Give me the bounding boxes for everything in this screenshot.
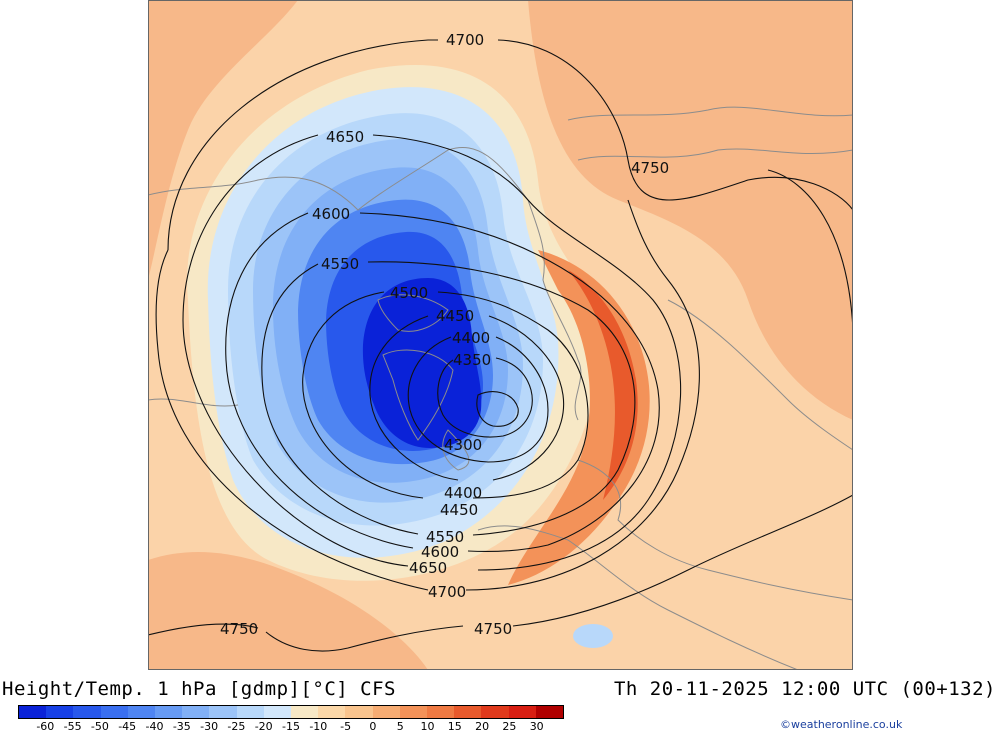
colorbar-tick-label: -35 xyxy=(172,720,191,733)
colorbar-tick-label: 0 xyxy=(369,720,377,733)
colorbar-swatch xyxy=(182,706,210,718)
credit-text: ©weatheronline.co.uk xyxy=(780,718,903,731)
colorbar-labels: -60 -55 -50 -45 -40 -35 -30 -25 -20 -15 -10 -5 0 5 10 1… xyxy=(18,720,564,733)
colorbar-tick-label: -60 xyxy=(36,720,55,733)
colorbar-swatch xyxy=(454,706,482,718)
contour-label-4450: 4450 xyxy=(436,307,474,325)
colorbar-swatch xyxy=(508,706,536,718)
contour-label-4700-top: 4700 xyxy=(446,31,484,49)
contour-label-4650-south: 4650 xyxy=(409,559,447,577)
contour-label-4550: 4550 xyxy=(321,255,359,273)
temp-field-orange-sw xyxy=(148,551,428,670)
contour-label-4500: 4500 xyxy=(390,284,428,302)
colorbar-swatch xyxy=(100,706,128,718)
colorbar-swatch xyxy=(535,706,564,718)
contour-label-4400: 4400 xyxy=(452,329,490,347)
colorbar-swatch xyxy=(318,706,346,718)
colorbar-tick-label: -5 xyxy=(340,720,352,733)
coastlines xyxy=(148,106,853,670)
colorbar-tick-label: 10 xyxy=(420,720,435,733)
contour-label-4350: 4350 xyxy=(453,351,491,369)
colorbar-swatch xyxy=(427,706,455,718)
colorbar-tick-label: 5 xyxy=(396,720,404,733)
colorbar-swatch xyxy=(399,706,428,718)
contour-label-4700-south: 4700 xyxy=(428,583,466,601)
contour-labels: 4700 4650 4750 4600 4550 4500 4450 4400 … xyxy=(220,31,669,638)
colorbar-tick-label: -15 xyxy=(282,720,300,733)
contour-label-4650: 4650 xyxy=(326,128,364,146)
contour-label-4750-s: 4750 xyxy=(474,620,512,638)
temp-field-orange-nw xyxy=(148,0,298,280)
temp-field-orange-ne xyxy=(528,0,853,420)
weather-map: 4700 4650 4750 4600 4550 4500 4450 4400 … xyxy=(148,0,853,670)
colorbar-tick-label: 25 xyxy=(502,720,517,733)
colorbar-tick-label: -20 xyxy=(254,720,273,733)
colorbar-tick-label: -30 xyxy=(200,720,219,733)
colorbar-swatch xyxy=(155,706,183,718)
contour-label-4300: 4300 xyxy=(444,436,482,454)
colorbar-swatch xyxy=(372,706,400,718)
colorbar-swatch xyxy=(345,706,373,718)
colorbar-swatch xyxy=(73,706,101,718)
valid-time: Th 20-11-2025 12:00 UTC (00+132) xyxy=(613,678,996,700)
temp-field-cold-spot xyxy=(573,624,613,648)
contour-label-4550-south: 4550 xyxy=(426,528,464,546)
height-contours xyxy=(148,39,853,652)
colorbar-tick-label: -45 xyxy=(118,720,137,733)
colorbar-swatch xyxy=(19,706,47,718)
colorbar-tick-label: 20 xyxy=(475,720,490,733)
contour-label-4600: 4600 xyxy=(312,205,350,223)
colorbar-tick-label: -10 xyxy=(309,720,328,733)
colorbar-tick-label: -25 xyxy=(227,720,246,733)
colorbar-tick-label: -50 xyxy=(90,720,109,733)
colorbar-swatch xyxy=(481,706,509,718)
colorbar-tick-label: -40 xyxy=(145,720,164,733)
temp-field-cold-7 xyxy=(362,278,482,448)
colorbar-tick-label: 30 xyxy=(529,720,544,733)
colorbar-swatch xyxy=(127,706,156,718)
contour-label-4400-south: 4400 xyxy=(444,484,482,502)
colorbar-tick-label: -55 xyxy=(63,720,82,733)
colorbar-tick-label: 15 xyxy=(447,720,462,733)
colorbar-swatch xyxy=(291,706,319,718)
colorbar-swatch xyxy=(46,706,74,718)
temp-field-warm-2 xyxy=(568,270,638,500)
map-title: Height/Temp. 1 hPa [gdmp][°C] CFS xyxy=(2,678,396,700)
colorbar-swatch xyxy=(236,706,264,718)
contour-label-4750-ne: 4750 xyxy=(631,159,669,177)
colorbar-swatch xyxy=(263,706,292,718)
colorbar xyxy=(18,705,564,719)
contour-label-4750-sw: 4750 xyxy=(220,620,258,638)
colorbar-swatch xyxy=(209,706,237,718)
contour-label-4450-south: 4450 xyxy=(440,501,478,519)
contour-label-4600-south: 4600 xyxy=(421,543,459,561)
